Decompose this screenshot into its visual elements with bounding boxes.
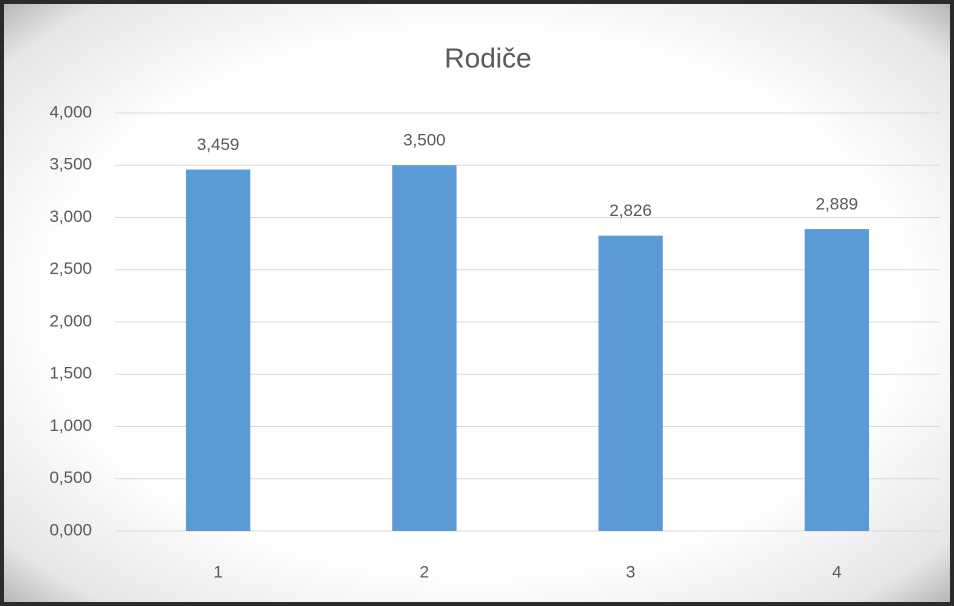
data-label: 3,500	[403, 131, 446, 150]
y-tick-label: 3,000	[49, 207, 92, 226]
x-tick-label: 1	[213, 562, 222, 581]
y-tick-label: 1,500	[49, 364, 92, 383]
y-tick-label: 2,500	[49, 259, 92, 278]
data-label: 3,459	[197, 135, 240, 154]
y-tick-label: 0,000	[49, 520, 92, 539]
bar	[185, 169, 251, 532]
bar	[392, 165, 457, 531]
y-tick-label: 0,500	[49, 468, 92, 487]
chart-title: Rodiče	[444, 42, 531, 73]
x-tick-label: 3	[626, 562, 635, 581]
x-tick-label: 4	[832, 562, 841, 581]
x-tick-label: 2	[420, 562, 429, 581]
bar	[804, 229, 870, 532]
y-tick-label: 1,000	[49, 416, 92, 435]
data-label: 2,826	[609, 201, 652, 220]
chart-background	[4, 4, 950, 602]
bar	[598, 235, 663, 532]
y-tick-label: 2,000	[49, 311, 92, 330]
y-tick-label: 4,000	[49, 102, 92, 121]
data-label: 2,889	[816, 195, 859, 214]
y-tick-label: 3,500	[49, 155, 92, 174]
